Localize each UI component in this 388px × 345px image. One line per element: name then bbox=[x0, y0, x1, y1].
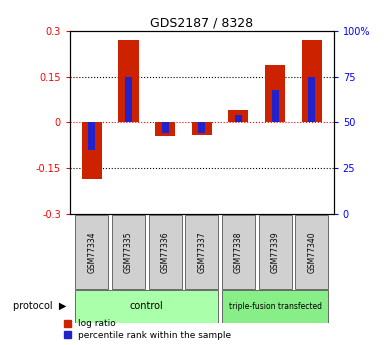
Text: GSM77334: GSM77334 bbox=[87, 231, 96, 273]
Bar bbox=[295, 215, 328, 289]
Bar bbox=[265, 65, 285, 122]
Bar bbox=[88, 122, 95, 150]
Bar bbox=[222, 215, 255, 289]
Bar bbox=[75, 215, 108, 289]
Title: GDS2187 / 8328: GDS2187 / 8328 bbox=[150, 17, 253, 30]
Bar bbox=[155, 122, 175, 136]
Bar bbox=[192, 122, 212, 135]
Bar bbox=[198, 122, 205, 134]
Text: GSM77338: GSM77338 bbox=[234, 231, 243, 273]
Text: GSM77337: GSM77337 bbox=[197, 231, 206, 273]
Text: GSM77339: GSM77339 bbox=[270, 231, 279, 273]
Text: triple-fusion transfected: triple-fusion transfected bbox=[229, 302, 322, 311]
Bar bbox=[258, 215, 291, 289]
Bar bbox=[161, 122, 169, 134]
Text: GSM77340: GSM77340 bbox=[307, 231, 316, 273]
Legend: log ratio, percentile rank within the sample: log ratio, percentile rank within the sa… bbox=[63, 318, 232, 341]
Bar bbox=[118, 40, 139, 122]
Bar bbox=[308, 77, 315, 122]
Bar bbox=[82, 122, 102, 179]
Bar bbox=[301, 40, 322, 122]
Text: control: control bbox=[130, 301, 164, 311]
Bar bbox=[125, 77, 132, 122]
Bar bbox=[112, 215, 145, 289]
Text: GSM77336: GSM77336 bbox=[161, 231, 170, 273]
Bar bbox=[222, 290, 328, 323]
Text: protocol  ▶: protocol ▶ bbox=[12, 301, 66, 311]
Bar bbox=[235, 115, 242, 122]
Bar bbox=[185, 215, 218, 289]
Text: GSM77335: GSM77335 bbox=[124, 231, 133, 273]
Bar bbox=[272, 90, 279, 122]
Bar bbox=[75, 290, 218, 323]
Bar bbox=[228, 110, 248, 122]
Bar bbox=[149, 215, 182, 289]
